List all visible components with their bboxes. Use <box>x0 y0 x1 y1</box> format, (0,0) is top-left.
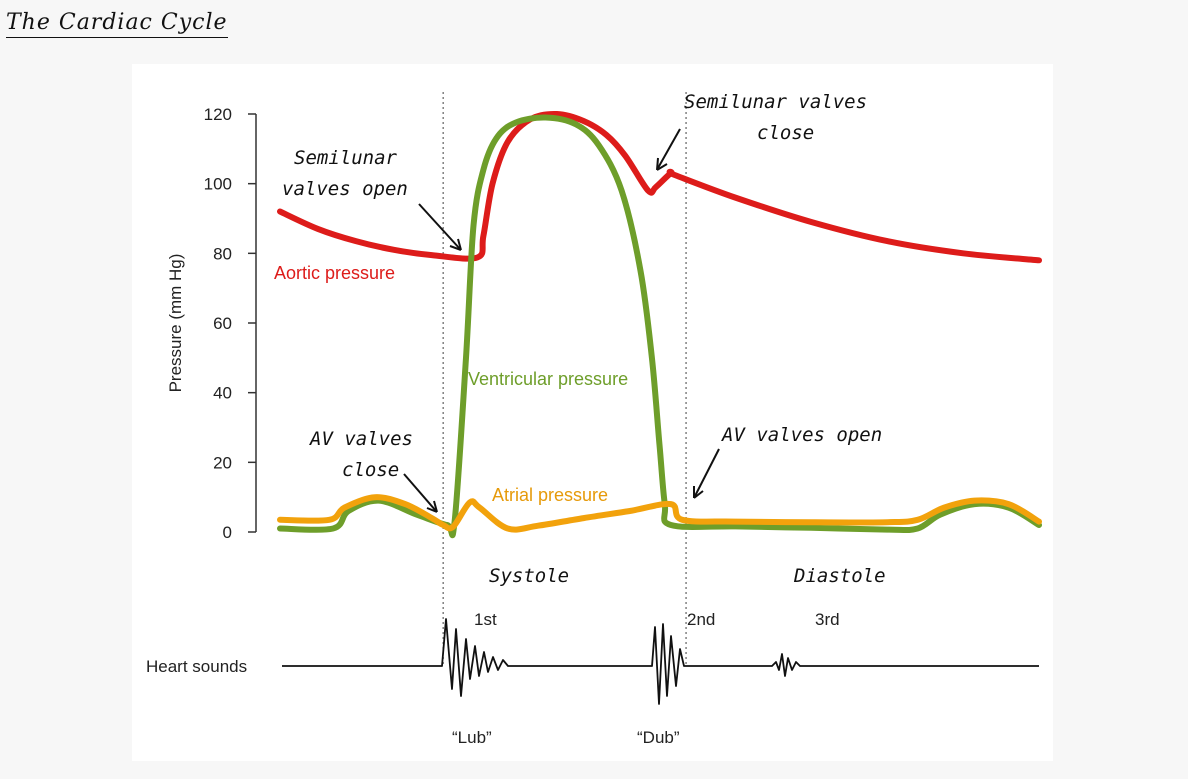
annotation-av-open: AV valves open <box>693 424 882 499</box>
y-tick-label: 120 <box>204 105 232 124</box>
dub-label: “Dub” <box>637 728 680 747</box>
y-tick-label: 80 <box>213 244 232 263</box>
annotation-text: Semilunar <box>294 147 398 169</box>
first-sound-label: 1st <box>474 610 497 629</box>
arrow-icon <box>694 448 720 497</box>
annotation-semilunar-open: Semilunar valves open <box>282 147 462 251</box>
heart-sounds-label: Heart sounds <box>146 657 247 676</box>
arrow-icon <box>403 473 437 512</box>
y-axis: 0 20 40 60 80 100 120 Pressure (mm Hg) <box>166 105 257 542</box>
y-tick-label: 0 <box>223 523 232 542</box>
y-tick-label: 100 <box>204 175 232 194</box>
y-tick-label: 60 <box>213 314 232 333</box>
annotation-semilunar-close: Semilunar valves close <box>656 91 867 171</box>
annotation-text: close <box>342 459 399 481</box>
phase-markers <box>442 92 687 666</box>
aortic-pressure-curve <box>277 110 1042 264</box>
atrial-pressure-label: Atrial pressure <box>492 485 608 505</box>
y-tick-label: 20 <box>213 453 232 472</box>
ventricular-pressure-label: Ventricular pressure <box>468 369 628 389</box>
annotation-text: valves open <box>282 178 408 200</box>
heart-sounds-waveform <box>282 618 1039 705</box>
annotation-av-close: AV valves close <box>309 428 438 513</box>
pressure-curves <box>277 110 1042 539</box>
page-title: The Cardiac Cycle <box>6 10 228 38</box>
systole-label: Systole <box>489 565 569 587</box>
annotation-text: close <box>757 122 814 144</box>
cardiac-cycle-chart: 0 20 40 60 80 100 120 Pressure (mm Hg) Aortic … <box>146 91 1042 747</box>
arrow-icon <box>418 203 461 250</box>
annotation-text: AV valves <box>309 428 413 450</box>
aortic-pressure-label: Aortic pressure <box>274 263 395 283</box>
atrial-pressure-curve <box>277 494 1042 533</box>
heart-sounds-trace: Heart sounds 1st 2nd 3rd “Lub” “Dub” <box>146 610 1039 747</box>
annotation-text: Semilunar valves <box>684 91 867 113</box>
lub-label: “Lub” <box>452 728 492 747</box>
arrow-icon <box>657 128 681 169</box>
cardiac-cycle-figure: 0 20 40 60 80 100 120 Pressure (mm Hg) Aortic … <box>132 64 1053 761</box>
second-sound-label: 2nd <box>687 610 715 629</box>
third-sound-label: 3rd <box>815 610 840 629</box>
y-axis-label: Pressure (mm Hg) <box>166 254 185 393</box>
annotation-text: AV valves open <box>721 424 882 446</box>
y-tick-label: 40 <box>213 384 232 403</box>
diastole-label: Diastole <box>793 565 886 587</box>
